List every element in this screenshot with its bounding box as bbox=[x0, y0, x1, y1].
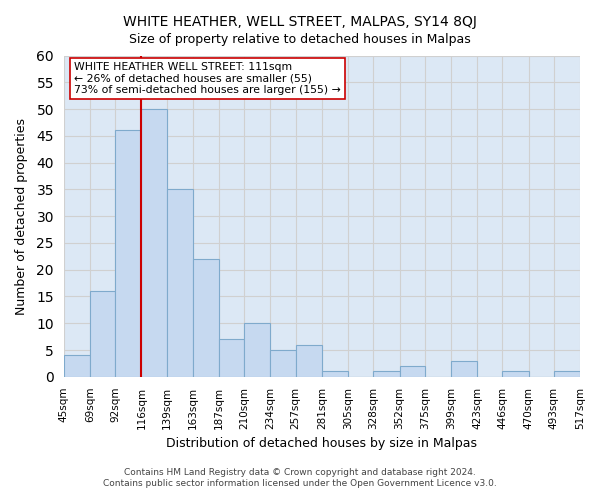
Bar bbox=[64, 356, 90, 377]
Bar bbox=[271, 350, 296, 377]
Y-axis label: Number of detached properties: Number of detached properties bbox=[15, 118, 28, 314]
Text: Contains HM Land Registry data © Crown copyright and database right 2024.
Contai: Contains HM Land Registry data © Crown c… bbox=[103, 468, 497, 487]
Bar bbox=[373, 372, 400, 377]
Text: WHITE HEATHER WELL STREET: 111sqm
← 26% of detached houses are smaller (55)
73% : WHITE HEATHER WELL STREET: 111sqm ← 26% … bbox=[74, 62, 341, 95]
Bar bbox=[400, 366, 425, 377]
Bar bbox=[90, 291, 115, 377]
Bar bbox=[244, 324, 271, 377]
X-axis label: Distribution of detached houses by size in Malpas: Distribution of detached houses by size … bbox=[166, 437, 478, 450]
Bar bbox=[296, 344, 322, 377]
Bar bbox=[193, 259, 219, 377]
Text: Size of property relative to detached houses in Malpas: Size of property relative to detached ho… bbox=[129, 32, 471, 46]
Bar bbox=[502, 372, 529, 377]
Bar bbox=[554, 372, 580, 377]
Bar bbox=[451, 361, 477, 377]
Bar bbox=[167, 190, 193, 377]
Bar bbox=[322, 372, 348, 377]
Bar bbox=[115, 130, 142, 377]
Text: WHITE HEATHER, WELL STREET, MALPAS, SY14 8QJ: WHITE HEATHER, WELL STREET, MALPAS, SY14… bbox=[123, 15, 477, 29]
Bar bbox=[219, 340, 244, 377]
Bar bbox=[142, 109, 167, 377]
